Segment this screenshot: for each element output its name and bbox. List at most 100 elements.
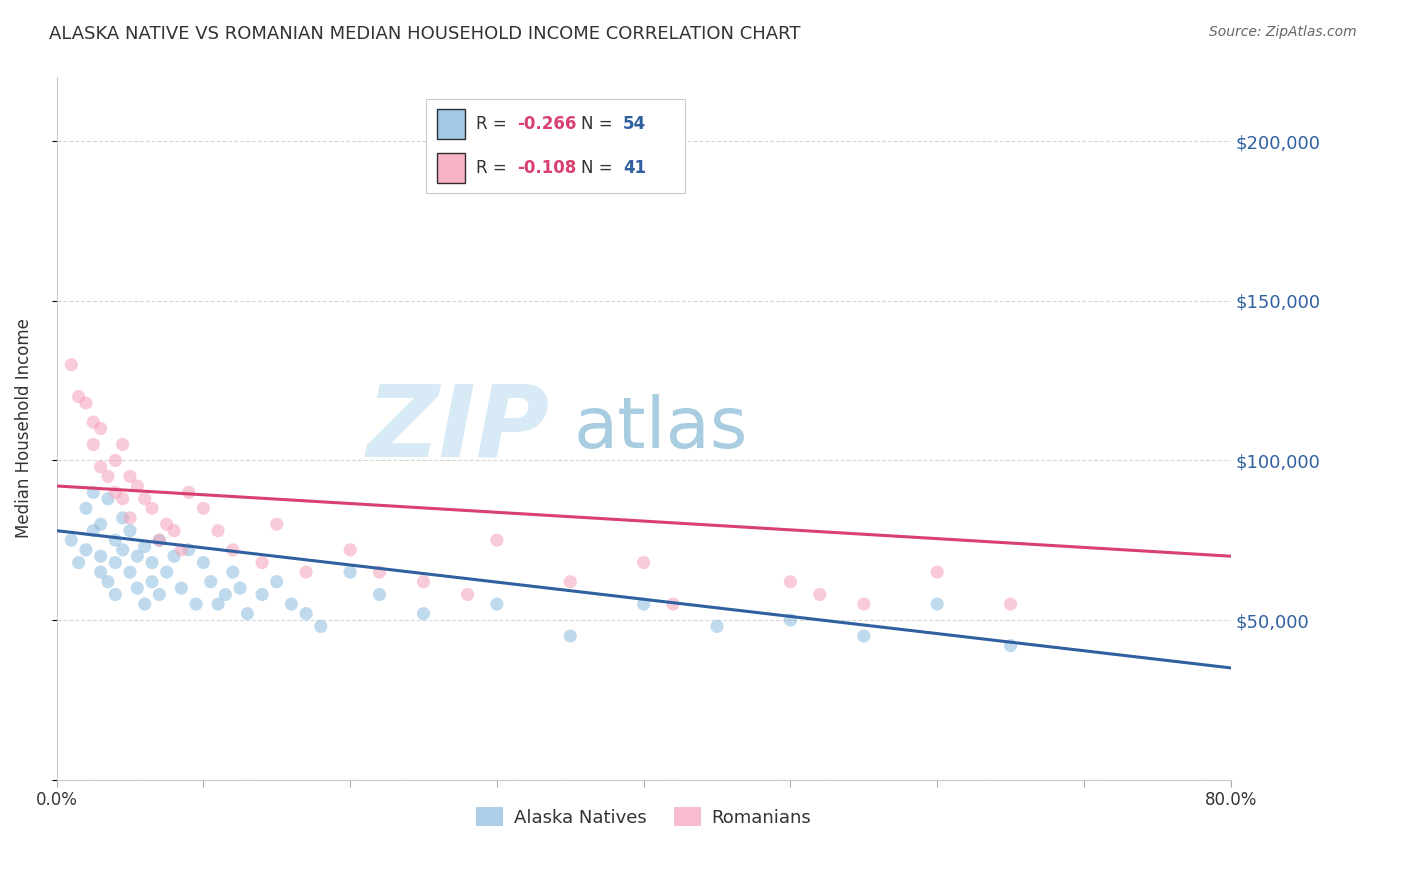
Point — [75, 396, 97, 410]
Point — [97, 491, 120, 506]
Point — [163, 549, 186, 564]
Point — [193, 556, 215, 570]
Point — [141, 501, 163, 516]
Point — [97, 574, 120, 589]
Point — [134, 491, 156, 506]
Point — [368, 587, 391, 601]
Point — [97, 469, 120, 483]
Point — [82, 524, 104, 538]
Point — [60, 533, 83, 548]
Point — [134, 597, 156, 611]
Legend: Alaska Natives, Romanians: Alaska Natives, Romanians — [468, 800, 818, 834]
Point — [170, 581, 193, 595]
Point — [104, 556, 127, 570]
Point — [457, 587, 479, 601]
Point — [560, 574, 582, 589]
Point — [177, 485, 200, 500]
Point — [560, 629, 582, 643]
Point — [633, 556, 655, 570]
Point — [184, 597, 207, 611]
Point — [118, 565, 141, 579]
Point — [266, 574, 288, 589]
Point — [222, 565, 245, 579]
Point — [90, 549, 112, 564]
Text: atlas: atlas — [574, 394, 748, 463]
Point — [177, 542, 200, 557]
Point — [706, 619, 728, 633]
Text: ZIP: ZIP — [367, 380, 550, 477]
Point — [127, 581, 149, 595]
Point — [111, 511, 134, 525]
Point — [156, 517, 179, 532]
Point — [75, 501, 97, 516]
Point — [236, 607, 259, 621]
Point — [339, 565, 361, 579]
Point — [266, 517, 288, 532]
Point — [927, 565, 949, 579]
Point — [104, 587, 127, 601]
Point — [104, 453, 127, 467]
Point — [852, 597, 875, 611]
Point — [250, 556, 273, 570]
Point — [163, 524, 186, 538]
Point — [193, 501, 215, 516]
Point — [141, 556, 163, 570]
Point — [90, 421, 112, 435]
Point — [111, 491, 134, 506]
Point — [118, 469, 141, 483]
Point — [118, 524, 141, 538]
Y-axis label: Median Household Income: Median Household Income — [15, 318, 32, 539]
Point — [412, 574, 434, 589]
Point — [67, 390, 90, 404]
Point — [207, 524, 229, 538]
Point — [1000, 639, 1022, 653]
Point — [222, 542, 245, 557]
Point — [82, 485, 104, 500]
Point — [485, 597, 508, 611]
Point — [118, 511, 141, 525]
Point — [309, 619, 332, 633]
Point — [127, 549, 149, 564]
Point — [134, 540, 156, 554]
Point — [339, 542, 361, 557]
Point — [90, 459, 112, 474]
Point — [148, 533, 170, 548]
Point — [779, 574, 801, 589]
Point — [214, 587, 236, 601]
Point — [127, 479, 149, 493]
Point — [60, 358, 83, 372]
Point — [82, 437, 104, 451]
Point — [280, 597, 302, 611]
Point — [148, 533, 170, 548]
Point — [250, 587, 273, 601]
Point — [662, 597, 685, 611]
Point — [295, 607, 318, 621]
Point — [779, 613, 801, 627]
Point — [485, 533, 508, 548]
Point — [141, 574, 163, 589]
Point — [927, 597, 949, 611]
Point — [148, 587, 170, 601]
Point — [156, 565, 179, 579]
Point — [808, 587, 831, 601]
Point — [82, 415, 104, 429]
Text: ALASKA NATIVE VS ROMANIAN MEDIAN HOUSEHOLD INCOME CORRELATION CHART: ALASKA NATIVE VS ROMANIAN MEDIAN HOUSEHO… — [49, 25, 800, 43]
Point — [200, 574, 222, 589]
Point — [229, 581, 252, 595]
Point — [90, 565, 112, 579]
Point — [207, 597, 229, 611]
Point — [852, 629, 875, 643]
Point — [111, 542, 134, 557]
Point — [1000, 597, 1022, 611]
Point — [170, 542, 193, 557]
Point — [295, 565, 318, 579]
Point — [90, 517, 112, 532]
Point — [104, 485, 127, 500]
Point — [67, 556, 90, 570]
Point — [368, 565, 391, 579]
Point — [111, 437, 134, 451]
Point — [412, 607, 434, 621]
Point — [633, 597, 655, 611]
Text: Source: ZipAtlas.com: Source: ZipAtlas.com — [1209, 25, 1357, 39]
Point — [75, 542, 97, 557]
